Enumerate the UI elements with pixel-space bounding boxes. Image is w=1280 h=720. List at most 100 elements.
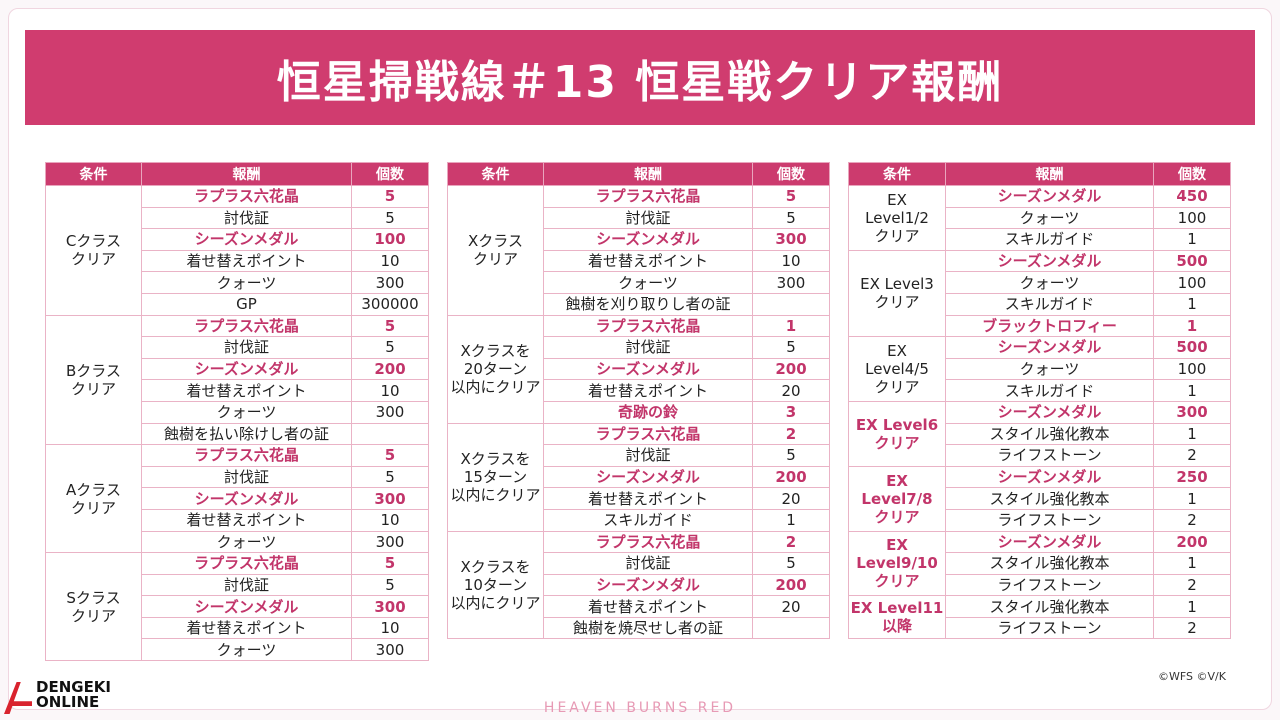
count: 200 [752,357,830,381]
row: クォーツ 100 [849,206,1231,230]
reward: スタイル強化教本 [945,595,1154,618]
row: 着せ替えポイント 10 [46,508,429,532]
reward: スタイル強化教本 [945,552,1154,575]
row: 蝕樹を刈り取りし者の証 [448,292,830,316]
row: スタイル強化教本 1 [849,422,1231,446]
count: 1 [752,314,830,338]
row: 討伐証 5 [448,444,830,467]
reward: ラプラス六花晶 [141,185,352,208]
reward: 着せ替えポイント [543,595,753,618]
count: 100 [1153,357,1231,381]
count: 1 [1153,314,1231,338]
count: 200 [1153,530,1231,554]
reward: シーズンメダル [945,465,1154,489]
count: 300 [351,487,429,510]
reward: GP [141,292,352,316]
condition: Xクラス クリア [447,185,544,316]
reward: 着せ替えポイント [543,487,753,510]
reward: シーズンメダル [543,228,753,251]
count: 1 [1153,422,1231,446]
row: EX Level3 クリア シーズンメダル 500 [848,249,1231,338]
row: シーズンメダル 300 [46,595,429,618]
reward: 奇跡の鈴 [543,400,753,424]
row: クォーツ 300 [46,400,429,424]
watermark: DENGEKI ONLINE [36,678,112,711]
condition: EX Level4/5 クリア [848,336,946,402]
row: 着せ替えポイント 20 [448,379,830,402]
count: 5 [351,444,429,467]
condition: EX Level11 以降 [848,595,946,640]
count: 5 [351,552,429,575]
reward: 討伐証 [141,465,352,489]
reward: 蝕樹を刈り取りし者の証 [543,292,753,316]
count: 2 [752,422,830,446]
reward: ライフストーン [945,616,1154,640]
column-header: 条件 [848,162,946,186]
row: Sクラス クリア ラプラス六花晶 5 [45,552,429,662]
reward: 討伐証 [141,573,352,597]
count: 200 [351,357,429,381]
count: 1 [1153,487,1231,510]
row: スキルガイド 1 [849,292,1231,316]
count: 5 [752,185,830,208]
count: 5 [752,206,830,230]
count: 5 [752,552,830,575]
count: 1 [752,508,830,532]
reward: クォーツ [945,271,1154,294]
count: 1 [1153,552,1231,575]
count: 100 [1153,271,1231,294]
row: Cクラス クリア ラプラス六花晶 5 [45,185,429,316]
reward: シーズンメダル [141,357,352,381]
row: EX Level6 クリア シーズンメダル 300 [848,400,1231,467]
count: 250 [1153,465,1231,489]
reward: 着せ替えポイント [543,249,753,273]
reward: 蝕樹を焼尽せし者の証 [543,616,753,640]
count: 300 [351,271,429,294]
row: 着せ替えポイント 20 [448,487,830,510]
reward: シーズンメダル [945,185,1154,208]
column-header: 報酬 [945,162,1154,186]
column-header: 個数 [351,162,429,186]
count: 3 [752,400,830,424]
reward: クォーツ [945,206,1154,230]
row: Xクラスを 10ターン 以内にクリア ラプラス六花晶 2 [447,530,830,640]
condition: EX Level1/2 クリア [848,185,946,251]
reward: 着せ替えポイント [141,249,352,273]
reward: スキルガイド [945,228,1154,251]
condition: Aクラス クリア [45,444,142,554]
count: 300 [351,400,429,424]
column-header: 個数 [1153,162,1231,186]
row: Xクラスを 20ターン 以内にクリア ラプラス六花晶 1 [447,314,830,424]
row: ライフストーン 2 [849,573,1231,597]
condition: Xクラスを 10ターン 以内にクリア [447,530,544,640]
row: クォーツ 300 [46,530,429,554]
count: 20 [752,487,830,510]
reward: 着せ替えポイント [543,379,753,402]
reward: 討伐証 [543,444,753,467]
column-header: 報酬 [141,162,352,186]
count [752,616,830,640]
reward: ライフストーン [945,508,1154,532]
count: 200 [752,465,830,489]
column-header: 条件 [45,162,142,186]
count: 300 [351,530,429,554]
row: 着せ替えポイント 10 [46,379,429,402]
reward: スタイル強化教本 [945,487,1154,510]
row: 討伐証 5 [46,206,429,230]
count: 300 [1153,400,1231,424]
reward: ブラックトロフィー [945,314,1154,338]
column-header: 報酬 [543,162,753,186]
brand: HEAVEN BURNS RED [543,700,737,716]
count: 2 [752,530,830,554]
row: Aクラス クリア ラプラス六花晶 5 [45,444,429,554]
count: 5 [752,444,830,467]
reward: 蝕樹を払い除けし者の証 [141,422,352,446]
condition: EX Level7/8 クリア [848,465,946,532]
reward: ラプラス六花晶 [543,422,753,446]
count: 5 [351,314,429,338]
condition: Xクラスを 20ターン 以内にクリア [447,314,544,424]
header-row: 条件 報酬 個数 [45,162,429,186]
reward: ラプラス六花晶 [543,185,753,208]
reward: シーズンメダル [945,249,1154,273]
